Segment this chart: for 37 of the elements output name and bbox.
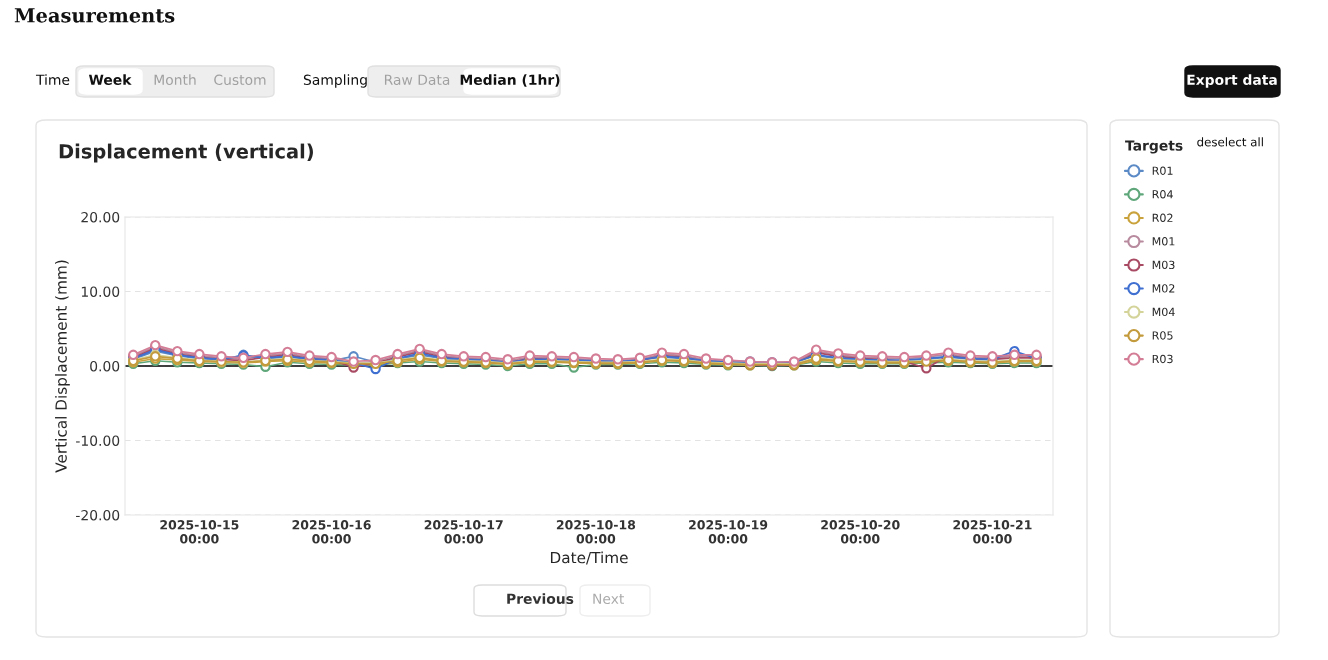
legend-label: M03 (1152, 260, 1175, 270)
x-tick-label: 2025-10-16 00:00 (292, 520, 371, 544)
x-tick-label: 2025-10-20 00:00 (821, 520, 900, 544)
text: Month (154, 74, 196, 86)
legend-label: M04 (1152, 307, 1175, 317)
x-tick-label: 2025-10-21 00:00 (953, 520, 1032, 544)
text: Raw Data (384, 74, 450, 86)
legend-label: R01 (1152, 166, 1173, 175)
legend-label: M01 (1152, 237, 1175, 246)
text: deselect all (1197, 137, 1263, 147)
y-tick-label: 0.00 (90, 360, 120, 372)
y-tick-label: -20.00 (76, 509, 120, 521)
legend-label: R03 (1152, 354, 1173, 364)
text: Custom (214, 74, 266, 86)
text: Time (35, 74, 70, 86)
chart-title: Displacement (vertical) (59, 143, 313, 163)
text: Measurements (14, 8, 175, 23)
text: Median (1hr) (460, 74, 560, 87)
y-axis-title: Vertical Displacement (mm) (55, 260, 70, 473)
x-tick-label: 2025-10-15 00:00 (160, 520, 239, 544)
text: Week (88, 74, 132, 86)
y-tick-label: 20.00 (81, 211, 120, 223)
legend-label: R02 (1152, 213, 1173, 222)
legend-label: R04 (1152, 190, 1173, 199)
text: Export data (1187, 74, 1277, 88)
text: Next (593, 593, 625, 605)
x-tick-label: 2025-10-17 00:00 (424, 520, 503, 544)
legend-title: Targets (1125, 140, 1183, 154)
y-tick-label: -10.00 (76, 435, 120, 446)
legend-label: R05 (1152, 331, 1173, 340)
x-tick-label: 2025-10-18 00:00 (556, 520, 636, 544)
x-tick-label: 2025-10-19 00:00 (689, 520, 768, 544)
text: Previous (507, 593, 574, 605)
y-tick-label: 10.00 (81, 286, 120, 297)
legend-label: M02 (1152, 284, 1175, 293)
text: Sampling (303, 74, 367, 88)
x-axis-title: Date/Time (550, 551, 628, 565)
